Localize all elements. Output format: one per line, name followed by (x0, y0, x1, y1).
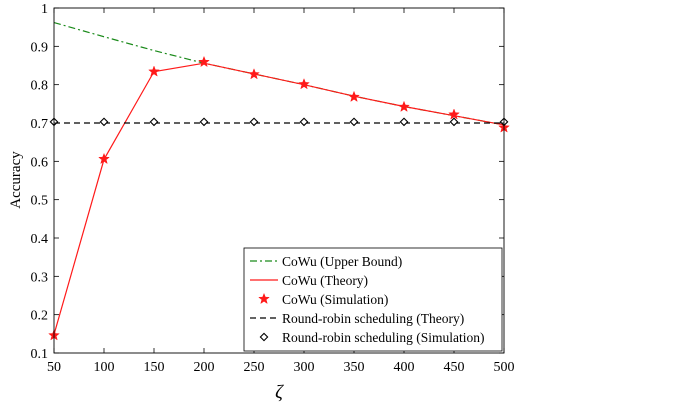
y-tick-label: 0.5 (31, 194, 49, 209)
x-axis-label: ζ (275, 382, 284, 403)
y-tick-label: 0.7 (31, 117, 49, 132)
data-point (199, 117, 209, 127)
x-tick-label: 400 (394, 360, 415, 375)
x-tick-label: 450 (444, 360, 465, 375)
legend-label: CoWu (Upper Bound) (282, 254, 402, 269)
x-tick-label: 100 (94, 360, 115, 375)
x-tick-label: 250 (244, 360, 265, 375)
y-tick-label: 0.1 (31, 347, 49, 362)
y-tick-label: 0.8 (31, 79, 49, 94)
data-point (198, 55, 210, 68)
data-point (299, 117, 309, 127)
data-point (348, 90, 360, 102)
data-point (248, 68, 260, 80)
legend-label: CoWu (Simulation) (282, 292, 388, 307)
data-point (99, 117, 109, 127)
data-point (448, 108, 460, 120)
data-point (449, 117, 459, 127)
x-tick-label: 50 (47, 360, 61, 375)
data-point (249, 117, 259, 127)
series-4 (49, 117, 509, 127)
y-tick-label: 0.6 (31, 155, 49, 170)
legend-item: Round-robin scheduling (Simulation) (259, 330, 484, 345)
legend: CoWu (Upper Bound) CoWu (Theory) CoWu (Sim… (243, 247, 503, 352)
legend-label: Round-robin scheduling (Simulation) (282, 330, 484, 345)
legend-marker-swatch (259, 332, 269, 342)
x-tick-label: 150 (144, 360, 165, 375)
y-tick-label: 1 (41, 2, 48, 17)
y-tick-label: 0.3 (31, 270, 49, 285)
series-line (53, 62, 505, 335)
x-tick-label: 350 (344, 360, 365, 375)
y-tick-label: 0.4 (31, 232, 49, 247)
data-point (149, 117, 159, 127)
y-tick-label: 0.9 (31, 40, 49, 55)
legend-label: CoWu (Theory) (282, 273, 368, 288)
data-point (298, 78, 310, 90)
series-layer (48, 21, 510, 341)
data-point (398, 100, 410, 112)
legend-item: CoWu (Upper Bound) (250, 254, 402, 269)
x-tick-label: 200 (194, 360, 215, 375)
axes-layer: 50 100 150 200 250 300 350 400 450 500 0.1 0.2 0.3 0.… (31, 2, 515, 375)
series-1 (53, 62, 505, 335)
legend-box (243, 247, 503, 352)
plot-frame (53, 7, 505, 354)
x-tick-label: 500 (494, 360, 515, 375)
legend-label: Round-robin scheduling (Theory) (282, 311, 464, 326)
legend-item: CoWu (Theory) (250, 273, 368, 288)
legend-item: CoWu (Simulation) (258, 292, 388, 307)
y-axis-label: Accuracy (8, 151, 24, 209)
legend-item: Round-robin scheduling (Theory) (250, 311, 464, 326)
data-point (98, 152, 110, 165)
data-point (399, 117, 409, 127)
y-tick-label: 0.2 (31, 309, 49, 324)
data-point (349, 117, 359, 127)
data-point (148, 65, 160, 77)
legend-marker-swatch (258, 292, 270, 305)
x-tick-label: 300 (294, 360, 315, 375)
